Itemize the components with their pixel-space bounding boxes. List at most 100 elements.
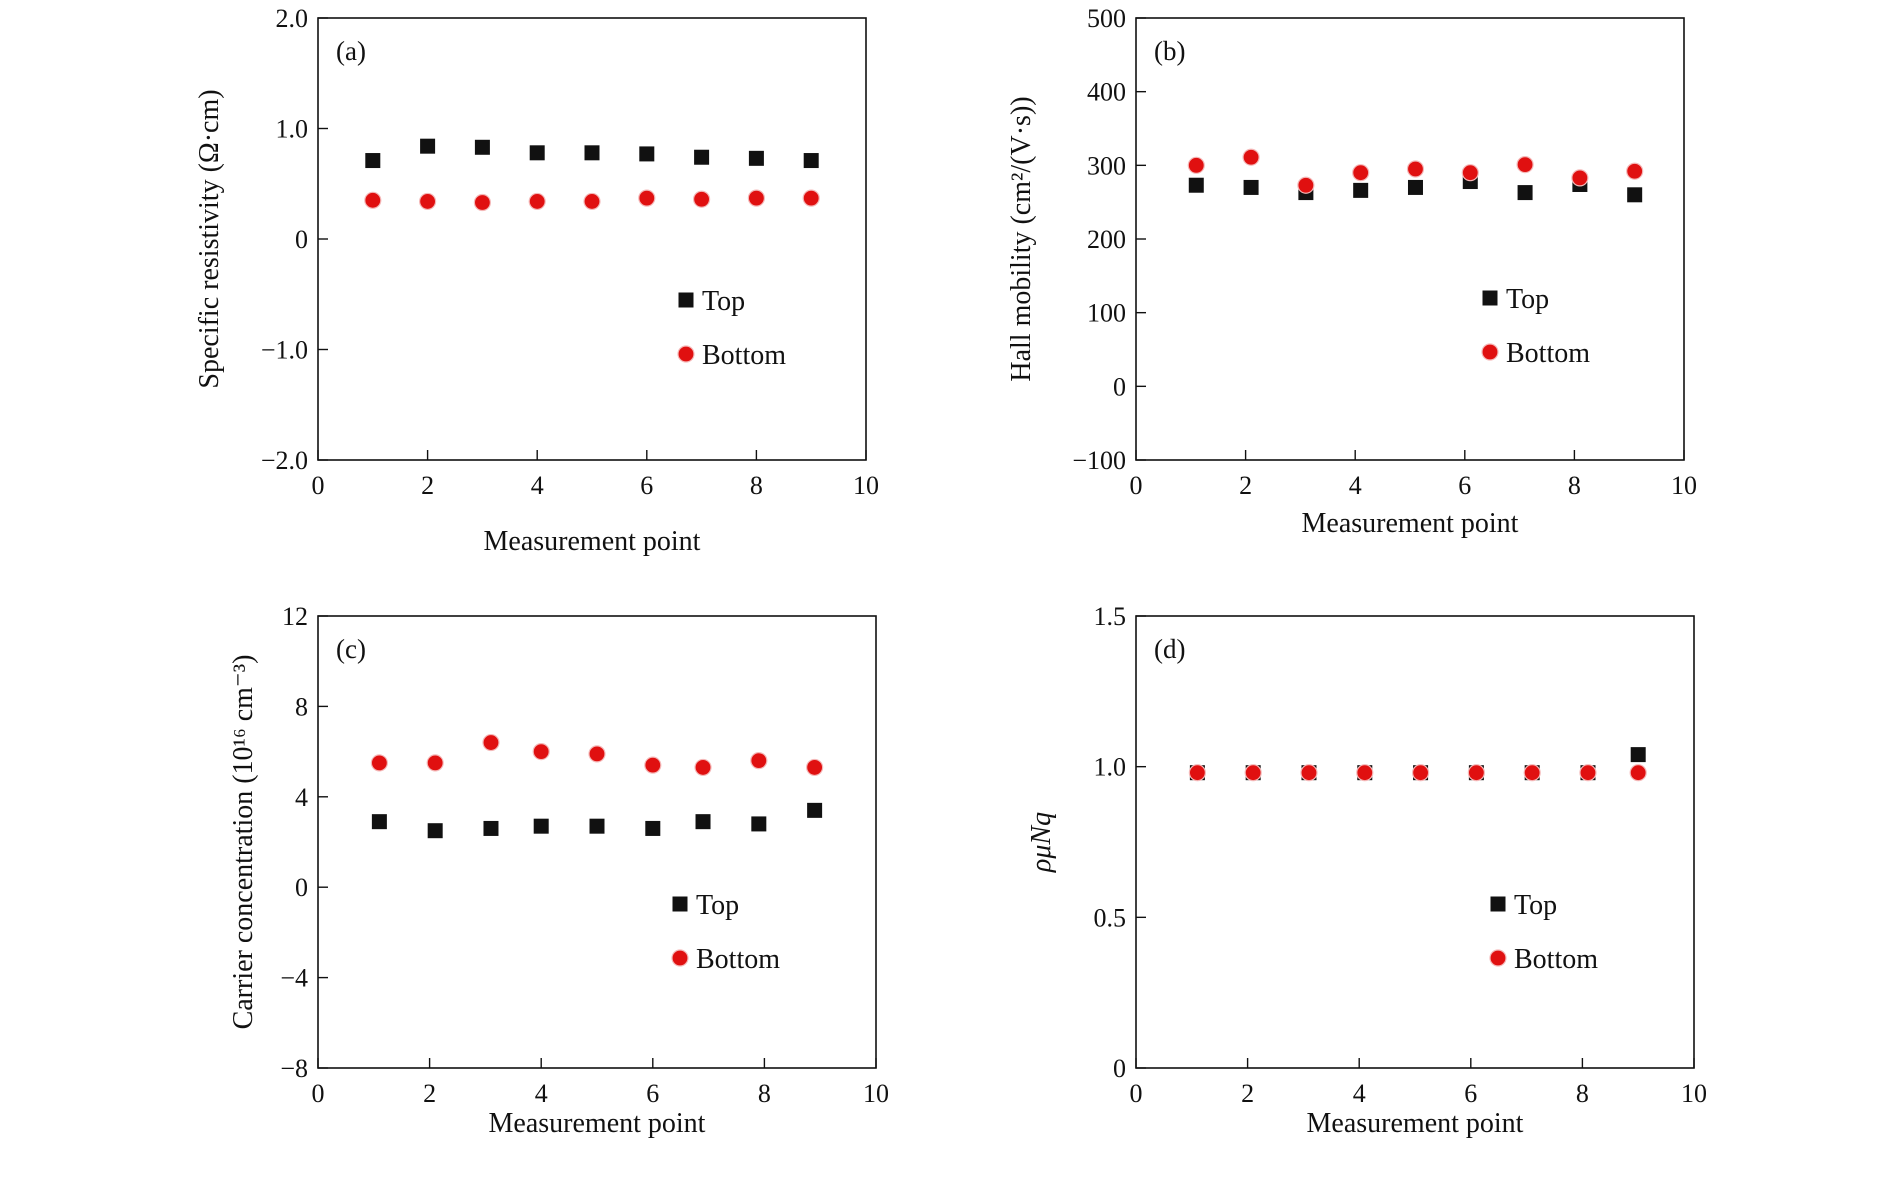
x-tick-label: 2 bbox=[1241, 1079, 1254, 1108]
data-point-top bbox=[584, 145, 600, 161]
plot-frame bbox=[1135, 615, 1695, 1069]
legend-label-bottom: Bottom bbox=[1514, 944, 1598, 975]
x-axis-label: Measurement point bbox=[484, 526, 701, 557]
panel-label: (c) bbox=[336, 634, 366, 664]
data-point-bottom bbox=[532, 742, 550, 761]
series-bottom bbox=[1188, 764, 1647, 782]
y-tick-label: 200 bbox=[1087, 225, 1126, 254]
data-point-top bbox=[645, 820, 661, 836]
data-point-bottom bbox=[644, 756, 662, 774]
y-tick-label: 8 bbox=[295, 692, 308, 721]
y-tick-label: 1.0 bbox=[1094, 753, 1127, 782]
legend-marker-bottom bbox=[1489, 949, 1507, 967]
data-point-bottom bbox=[583, 192, 601, 211]
y-tick-label: 12 bbox=[282, 602, 308, 631]
y-tick-label: 0 bbox=[1113, 1054, 1126, 1083]
series-top bbox=[365, 138, 819, 169]
y-tick-label: −4 bbox=[280, 964, 308, 993]
x-tick-label: 6 bbox=[1458, 471, 1471, 500]
x-tick-label: 8 bbox=[1568, 471, 1581, 500]
y-tick-label: 100 bbox=[1087, 299, 1126, 328]
data-point-top bbox=[1353, 182, 1369, 198]
x-tick-label: 6 bbox=[646, 1079, 659, 1108]
y-tick-label: 1.0 bbox=[276, 115, 309, 144]
data-point-bottom bbox=[1244, 764, 1262, 782]
data-point-top bbox=[748, 150, 764, 166]
series-bottom bbox=[364, 189, 820, 212]
y-tick-label: 0.5 bbox=[1094, 903, 1127, 932]
data-point-top bbox=[1188, 177, 1204, 193]
y-tick-label: 0 bbox=[295, 873, 308, 902]
panel-label: (d) bbox=[1154, 634, 1185, 664]
data-point-bottom bbox=[1523, 764, 1541, 782]
data-point-top bbox=[529, 145, 545, 161]
data-point-bottom bbox=[750, 752, 768, 770]
data-point-bottom bbox=[806, 758, 824, 777]
chart-panel-3: 0 2 4 6 8 10 −8 −4 0 4 8 12 (c) Measurement point Carr… bbox=[228, 602, 889, 1139]
x-tick-label: 10 bbox=[853, 471, 879, 500]
legend-marker-top bbox=[1482, 290, 1498, 306]
y-tick-label: 1.5 bbox=[1094, 602, 1127, 631]
x-tick-label: 4 bbox=[1349, 471, 1362, 500]
data-point-bottom bbox=[1352, 164, 1370, 182]
legend-marker-top bbox=[672, 896, 688, 912]
plot-frame bbox=[317, 615, 877, 1069]
data-point-top bbox=[1243, 179, 1259, 195]
data-point-bottom bbox=[419, 192, 437, 211]
legend: Top Bottom bbox=[671, 890, 780, 975]
data-point-bottom bbox=[638, 189, 656, 207]
series-top bbox=[1188, 174, 1643, 203]
data-point-top bbox=[639, 146, 655, 162]
data-point-top bbox=[803, 153, 819, 169]
data-point-top bbox=[474, 139, 490, 155]
x-tick-label: 6 bbox=[1464, 1079, 1477, 1108]
data-point-top bbox=[1627, 187, 1643, 203]
x-tick-label: 10 bbox=[1671, 471, 1697, 500]
legend-label-top: Top bbox=[702, 286, 745, 317]
y-tick-label: −1.0 bbox=[261, 336, 308, 365]
x-tick-label: 2 bbox=[1239, 471, 1252, 500]
x-tick-label: 0 bbox=[1130, 1079, 1143, 1108]
data-point-bottom bbox=[1242, 148, 1260, 166]
data-point-top bbox=[365, 153, 381, 169]
plot-frame bbox=[1135, 17, 1685, 461]
series-top bbox=[371, 802, 823, 839]
y-tick-label: 500 bbox=[1087, 4, 1126, 33]
x-tick-label: 2 bbox=[421, 471, 434, 500]
data-point-bottom bbox=[694, 758, 712, 777]
y-tick-label: 300 bbox=[1087, 151, 1126, 180]
data-point-bottom bbox=[1356, 764, 1374, 782]
data-point-bottom bbox=[1411, 764, 1430, 782]
y-axis-label: ρμNq bbox=[1026, 812, 1057, 873]
panel-label: (a) bbox=[336, 36, 366, 66]
data-point-bottom bbox=[1571, 169, 1589, 187]
x-tick-label: 4 bbox=[531, 471, 544, 500]
x-axis-label: Measurement point bbox=[489, 1108, 706, 1139]
data-point-bottom bbox=[473, 193, 491, 212]
data-point-bottom bbox=[482, 733, 500, 752]
series-bottom bbox=[1187, 148, 1644, 194]
y-tick-label: 0 bbox=[1113, 372, 1126, 401]
data-point-bottom bbox=[364, 191, 382, 209]
data-point-bottom bbox=[1406, 160, 1425, 178]
data-point-bottom bbox=[747, 189, 766, 207]
plot-frame bbox=[317, 17, 867, 461]
y-tick-label: −8 bbox=[280, 1054, 308, 1083]
legend: Top Bottom bbox=[1481, 284, 1590, 369]
data-point-bottom bbox=[528, 192, 546, 211]
data-point-bottom bbox=[1579, 764, 1597, 782]
legend-marker-bottom bbox=[671, 949, 689, 967]
data-point-top bbox=[371, 814, 387, 830]
legend-label-bottom: Bottom bbox=[1506, 338, 1590, 369]
legend: Top Bottom bbox=[677, 286, 786, 371]
y-tick-label: −100 bbox=[1072, 446, 1126, 475]
x-tick-label: 10 bbox=[863, 1079, 889, 1108]
y-axis-label: Specific resistivity (Ω·cm) bbox=[194, 89, 225, 388]
data-point-bottom bbox=[588, 745, 606, 763]
x-axis-label: Measurement point bbox=[1307, 1108, 1524, 1139]
chart-panel-1: 0 2 4 6 8 10 −2.0 −1.0 0 1.0 2.0 (a) Measurement poi… bbox=[194, 4, 879, 557]
x-tick-label: 4 bbox=[535, 1079, 548, 1108]
data-point-bottom bbox=[1300, 764, 1318, 782]
data-point-bottom bbox=[426, 754, 444, 772]
